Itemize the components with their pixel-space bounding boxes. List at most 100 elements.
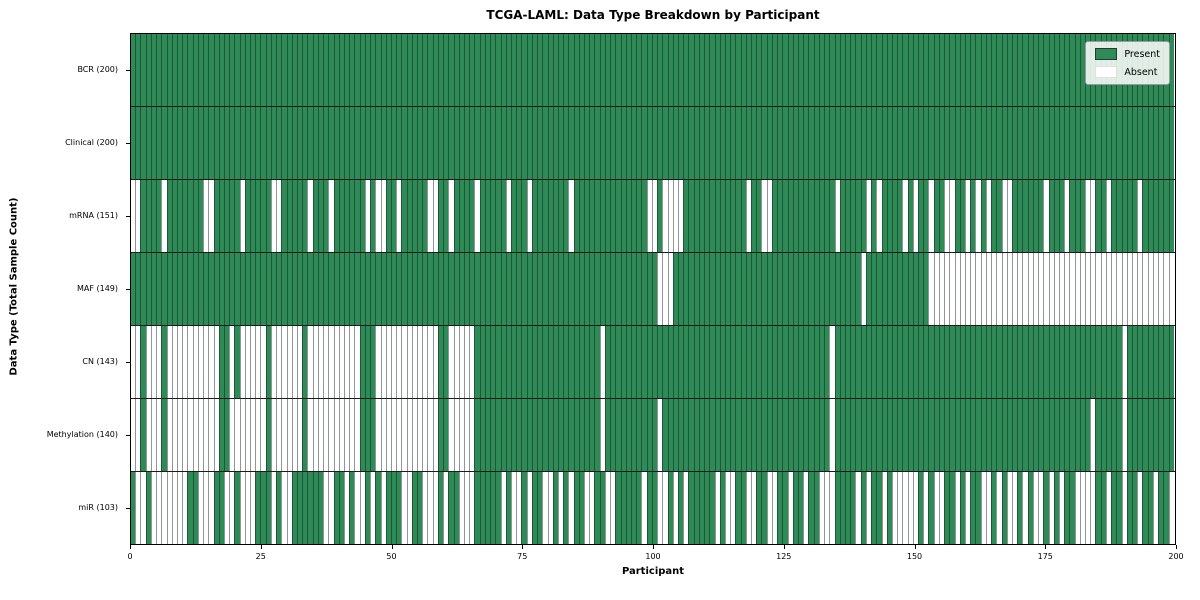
- heatmap-cell: [620, 107, 626, 179]
- heatmap-cell: [928, 107, 934, 179]
- heatmap-cell: [912, 253, 919, 325]
- heatmap-cell: [182, 326, 188, 398]
- heatmap-cell: [1132, 399, 1138, 471]
- heatmap-cell: [1027, 326, 1033, 398]
- heatmap-cell: [1022, 253, 1028, 325]
- heatmap-cell: [484, 472, 491, 544]
- heatmap-cell: [724, 34, 731, 106]
- heatmap-cell: [255, 107, 261, 179]
- heatmap-cell: [787, 399, 793, 471]
- heatmap-cell: [250, 34, 256, 106]
- heatmap-cell: [1043, 326, 1049, 398]
- heatmap-cell: [343, 253, 350, 325]
- heatmap-cell: [166, 399, 172, 471]
- heatmap-cell: [542, 326, 548, 398]
- heatmap-cell: [876, 107, 882, 179]
- heatmap-cell: [1095, 472, 1101, 544]
- heatmap-cell: [443, 107, 449, 179]
- heatmap-cell: [1043, 253, 1049, 325]
- heatmap-cell: [667, 34, 673, 106]
- heatmap-cell: [479, 472, 485, 544]
- heatmap-cell: [192, 34, 198, 106]
- heatmap-cell: [631, 326, 637, 398]
- heatmap-cell: [1017, 180, 1023, 252]
- heatmap-cell: [584, 180, 590, 252]
- heatmap-cell: [453, 472, 459, 544]
- heatmap-cell: [464, 34, 470, 106]
- heatmap-cell: [912, 399, 919, 471]
- heatmap-cell: [636, 180, 642, 252]
- heatmap-cell: [1038, 180, 1044, 252]
- heatmap-cell: [552, 34, 558, 106]
- heatmap-cell: [385, 180, 391, 252]
- heatmap-cell: [297, 472, 303, 544]
- heatmap-cell: [1079, 472, 1086, 544]
- heatmap-cell: [761, 34, 767, 106]
- heatmap-cell: [328, 34, 334, 106]
- heatmap-cell: [479, 326, 485, 398]
- heatmap-cell: [150, 326, 157, 398]
- heatmap-cell: [818, 34, 825, 106]
- heatmap-cell: [521, 34, 527, 106]
- heatmap-cell: [182, 34, 188, 106]
- heatmap-cell: [1053, 399, 1059, 471]
- heatmap-cell: [803, 326, 809, 398]
- heatmap-cell: [787, 34, 793, 106]
- heatmap-cell: [641, 253, 647, 325]
- heatmap-cell: [338, 34, 344, 106]
- heatmap-cell: [625, 326, 631, 398]
- heatmap-cell: [839, 107, 845, 179]
- heatmap-cell: [521, 472, 527, 544]
- heatmap-cell: [1132, 326, 1138, 398]
- heatmap-cell: [1121, 107, 1127, 179]
- heatmap-cell: [949, 107, 955, 179]
- heatmap-cell: [333, 107, 339, 179]
- heatmap-cell: [891, 399, 898, 471]
- heatmap-cell: [192, 399, 198, 471]
- heatmap-cell: [745, 253, 752, 325]
- heatmap-cell: [448, 180, 454, 252]
- heatmap-cell: [965, 326, 971, 398]
- x-tick-mark: [391, 545, 393, 549]
- heatmap-cell: [709, 34, 715, 106]
- heatmap-cell: [537, 180, 543, 252]
- heatmap-cell: [1043, 472, 1049, 544]
- heatmap-cell: [745, 107, 752, 179]
- heatmap-cell: [965, 472, 971, 544]
- heatmap-cell: [464, 399, 470, 471]
- heatmap-cell: [850, 34, 856, 106]
- heatmap-cell: [1053, 180, 1059, 252]
- heatmap-cell: [740, 253, 746, 325]
- heatmap-cell: [615, 399, 621, 471]
- heatmap-cell: [584, 399, 590, 471]
- heatmap-cell: [516, 326, 522, 398]
- heatmap-cell: [1038, 34, 1044, 106]
- heatmap-cell: [223, 326, 230, 398]
- heatmap-cell: [406, 253, 412, 325]
- heatmap-cell: [469, 472, 475, 544]
- heatmap-cell: [375, 399, 381, 471]
- heatmap-cell: [276, 107, 282, 179]
- heatmap-cell: [317, 253, 324, 325]
- heatmap-cell: [688, 472, 694, 544]
- heatmap-cell: [949, 180, 955, 252]
- heatmap-cell: [166, 180, 172, 252]
- heatmap-cell: [312, 107, 318, 179]
- heatmap-cell: [1048, 472, 1054, 544]
- heatmap-cell: [218, 399, 224, 471]
- heatmap-cell: [985, 326, 992, 398]
- heatmap-cell: [203, 180, 209, 252]
- heatmap-cell: [855, 472, 861, 544]
- heatmap-cell: [140, 399, 146, 471]
- heatmap-cell: [829, 399, 835, 471]
- heatmap-cell: [239, 107, 245, 179]
- heatmap-cell: [401, 107, 407, 179]
- heatmap-cell: [171, 326, 177, 398]
- heatmap-cell: [359, 472, 365, 544]
- heatmap-cell: [954, 180, 960, 252]
- heatmap-cell: [417, 399, 423, 471]
- heatmap-cell: [610, 253, 616, 325]
- heatmap-cell: [933, 34, 939, 106]
- heatmap-cell: [1152, 253, 1159, 325]
- heatmap-cell: [573, 326, 579, 398]
